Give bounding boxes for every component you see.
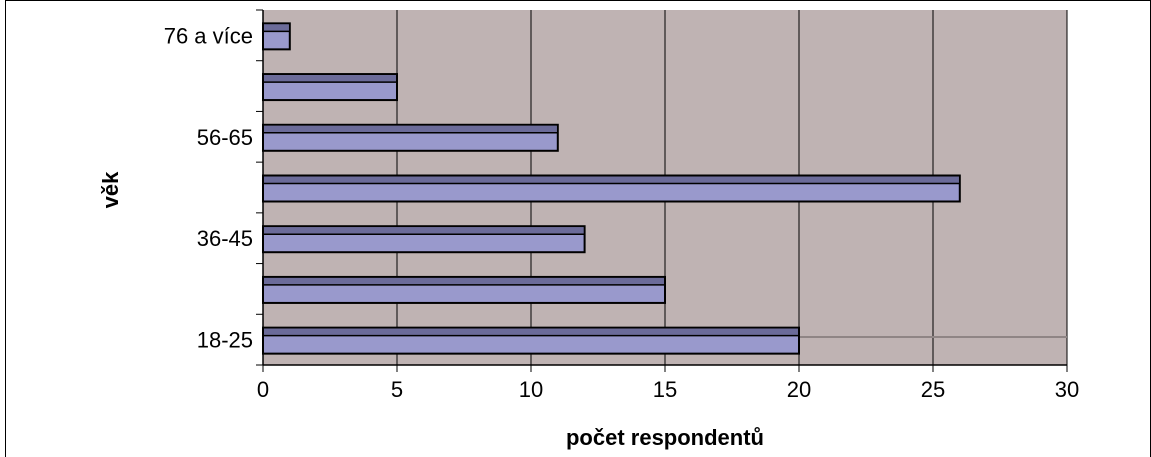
x-tick-label: 15 xyxy=(653,377,677,402)
x-tick-labels: 0 5 10 15 20 25 30 xyxy=(257,377,1079,402)
bar-top-face xyxy=(264,227,584,235)
y-axis-title: věk xyxy=(98,171,123,208)
bar-top-face xyxy=(264,125,557,133)
x-tick-label: 30 xyxy=(1055,377,1079,402)
y-tick-labels: 18-25 36-45 56-65 76 a více xyxy=(164,23,253,352)
bar-top-face xyxy=(264,24,289,32)
bar-top-face xyxy=(264,75,396,83)
y-tick-label: 18-25 xyxy=(197,328,253,353)
x-tick-label: 10 xyxy=(519,377,543,402)
plot-area xyxy=(256,9,1068,372)
y-tick-label: 56-65 xyxy=(197,125,253,150)
bar-top-face xyxy=(264,328,798,336)
bar-top-face xyxy=(264,277,664,285)
y-tick-label: 36-45 xyxy=(197,226,253,251)
y-tick-label: 76 a více xyxy=(164,23,253,48)
x-tick-label: 20 xyxy=(787,377,811,402)
bar-top-face xyxy=(264,176,959,184)
x-axis-title: počet respondentů xyxy=(566,425,764,450)
x-tick-label: 25 xyxy=(921,377,945,402)
x-tick-label: 5 xyxy=(391,377,403,402)
x-tick-label: 0 xyxy=(257,377,269,402)
